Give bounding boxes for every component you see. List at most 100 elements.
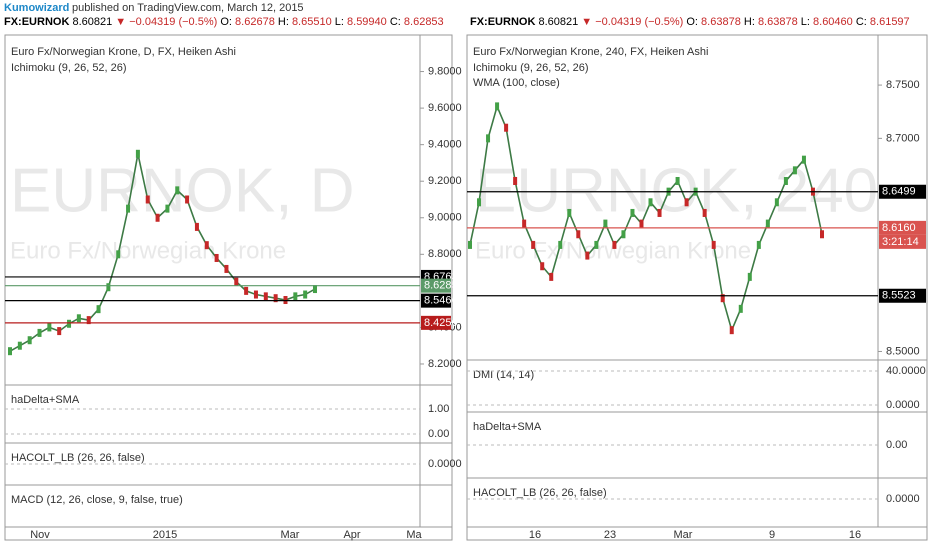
- y-tick-label: 0.00: [886, 439, 907, 451]
- y-tick-label: 9.2000: [428, 175, 462, 187]
- last-price: 8.60821: [538, 16, 578, 28]
- published: published on TradingView.com, March 12, …: [72, 2, 304, 14]
- y-tick-label: 8.7500: [886, 79, 920, 91]
- candle: [224, 264, 229, 273]
- author[interactable]: Kumowizard: [4, 2, 69, 14]
- ohlc-value: 8.65510: [292, 16, 332, 28]
- candle: [720, 294, 725, 303]
- candle: [540, 262, 545, 271]
- candle: [576, 230, 581, 239]
- candle: [486, 134, 491, 143]
- time-label: Mar: [281, 529, 300, 541]
- candle: [263, 292, 268, 301]
- candle: [313, 285, 317, 294]
- candle: [603, 219, 608, 228]
- candle: [76, 314, 81, 323]
- y-tick-label: 0.0000: [428, 458, 462, 470]
- time-label: 23: [604, 529, 616, 541]
- y-tick-label: 9.0000: [428, 212, 462, 224]
- candle: [86, 316, 91, 325]
- candle: [283, 296, 288, 305]
- candle: [96, 305, 101, 314]
- candle: [27, 336, 32, 345]
- candle: [549, 272, 554, 281]
- ohlc-value: 8.59940: [347, 16, 387, 28]
- candle: [293, 292, 298, 301]
- y-tick-label: 40.0000: [886, 365, 926, 377]
- watermark: EURNOK, 240: [475, 156, 878, 225]
- candle: [612, 240, 617, 249]
- time-label: 2015: [153, 529, 177, 541]
- candle: [234, 277, 239, 286]
- pane-label: MACD (12, 26, close, 9, false, true): [11, 494, 183, 506]
- candle: [774, 198, 779, 207]
- candle: [175, 186, 180, 195]
- pane-label: HACOLT_LB (26, 26, false): [11, 452, 145, 464]
- time-label: Nov: [30, 529, 50, 541]
- watermark: EURNOK, D: [10, 156, 354, 225]
- price-tag-label: 8.5523: [882, 290, 916, 302]
- time-label: Apr: [343, 529, 360, 541]
- price-tag: [879, 288, 926, 303]
- time-label: 16: [529, 529, 541, 541]
- candle: [135, 149, 140, 158]
- candle: [738, 304, 743, 313]
- price-tag: [879, 184, 926, 199]
- candle: [648, 198, 653, 207]
- candle: [621, 230, 626, 239]
- candle: [747, 272, 752, 281]
- y-tick-label: 9.6000: [428, 102, 462, 114]
- candle: [729, 326, 734, 335]
- chart-title: Euro Fx/Norwegian Krone, D, FX, Heiken A…: [11, 46, 236, 58]
- candle: [513, 176, 518, 185]
- candle: [303, 290, 308, 299]
- chart-frame: [4, 34, 453, 541]
- symbol: FX:EURNOK: [470, 16, 535, 28]
- candle: [495, 102, 500, 111]
- candle: [639, 219, 644, 228]
- candle: [477, 198, 482, 207]
- time-label: Ma: [406, 529, 422, 541]
- ohlc-label: C:: [856, 16, 867, 28]
- y-tick-label: 1.00: [428, 403, 449, 415]
- candle: [585, 251, 590, 260]
- ohlc-label: C:: [390, 16, 401, 28]
- study-label: Ichimoku (9, 26, 52, 26): [11, 62, 127, 74]
- symbol-bar: FX:EURNOK 8.60821 ▼ −0.04319 (−0.5%) O: …: [4, 16, 444, 28]
- ohlc-label: O:: [686, 16, 698, 28]
- change: ▼ −0.04319 (−0.5%): [115, 16, 217, 28]
- pane-label: HACOLT_LB (26, 26, false): [473, 487, 607, 499]
- time-label: 16: [849, 529, 861, 541]
- ohlc-value: 8.63878: [701, 16, 741, 28]
- candle: [702, 208, 707, 217]
- ohlc-value: 8.61597: [870, 16, 910, 28]
- candle: [273, 294, 278, 303]
- candle: [194, 222, 199, 231]
- last-price: 8.60821: [72, 16, 112, 28]
- chart-title: Euro Fx/Norwegian Krone, 240, FX, Heiken…: [473, 46, 708, 58]
- symbol-bar: FX:EURNOK 8.60821 ▼ −0.04319 (−0.5%) O: …: [470, 16, 910, 28]
- candle: [214, 253, 219, 262]
- ohlc-label: O:: [220, 16, 232, 28]
- countdown: 3:21:14: [882, 236, 919, 248]
- pane-label: haDelta+SMA: [473, 421, 542, 433]
- ohlc-label: L:: [801, 16, 810, 28]
- candle: [558, 240, 563, 249]
- y-tick-label: 9.4000: [428, 139, 462, 151]
- candle: [67, 319, 72, 328]
- candle: [711, 240, 716, 249]
- candle: [17, 341, 22, 350]
- candle: [47, 323, 52, 332]
- candle: [531, 240, 536, 249]
- candle: [57, 327, 62, 336]
- y-tick-label: 8.2000: [428, 358, 462, 370]
- time-label: Mar: [674, 529, 693, 541]
- candle: [675, 176, 680, 185]
- ohlc-value: 8.60460: [813, 16, 853, 28]
- y-tick-label: 8.8000: [428, 248, 462, 260]
- price-tag: [421, 315, 451, 330]
- watermark-sub: Euro Fx/Norwegian Krone: [10, 237, 286, 264]
- study-label: Ichimoku (9, 26, 52, 26): [473, 62, 589, 74]
- candle: [801, 155, 806, 164]
